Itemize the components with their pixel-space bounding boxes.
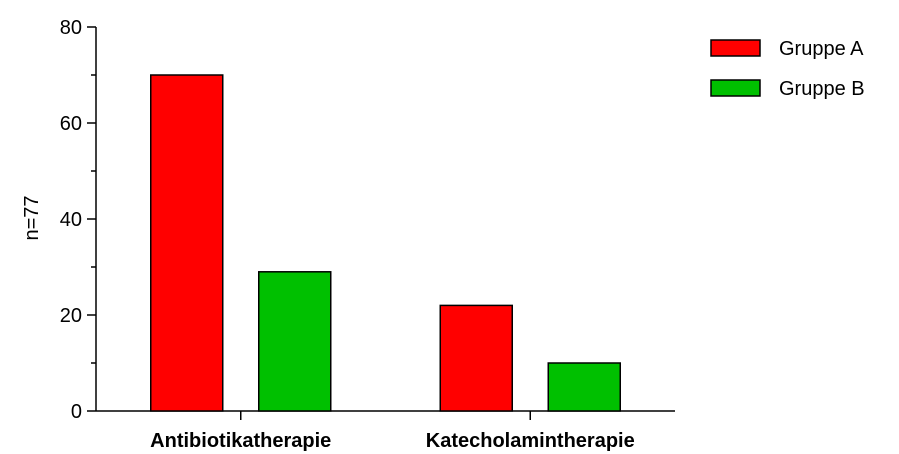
- y-tick-label: 60: [60, 113, 82, 135]
- y-axis: 0 20 40 60 80: [60, 17, 97, 423]
- x-category-label: Katecholamintherapie: [426, 430, 635, 452]
- y-tick-label: 80: [60, 17, 82, 39]
- bar: [439, 304, 513, 412]
- legend-swatch: [710, 39, 761, 57]
- x-category-label: Antibiotikatherapie: [150, 430, 331, 452]
- bar: [258, 271, 332, 412]
- y-tick-label: 40: [60, 209, 82, 231]
- bar: [547, 362, 621, 412]
- bar: [150, 74, 224, 412]
- legend-swatch: [710, 79, 761, 97]
- y-axis-title: n=77: [21, 195, 43, 240]
- y-tick-label: 0: [71, 401, 82, 423]
- bars: [150, 74, 621, 412]
- legend: Gruppe A Gruppe B: [710, 38, 865, 100]
- y-tick-label: 20: [60, 305, 82, 327]
- legend-label: Gruppe A: [779, 38, 864, 60]
- legend-label: Gruppe B: [779, 78, 865, 100]
- x-axis: Antibiotikatherapie Katecholamintherapie: [96, 410, 675, 452]
